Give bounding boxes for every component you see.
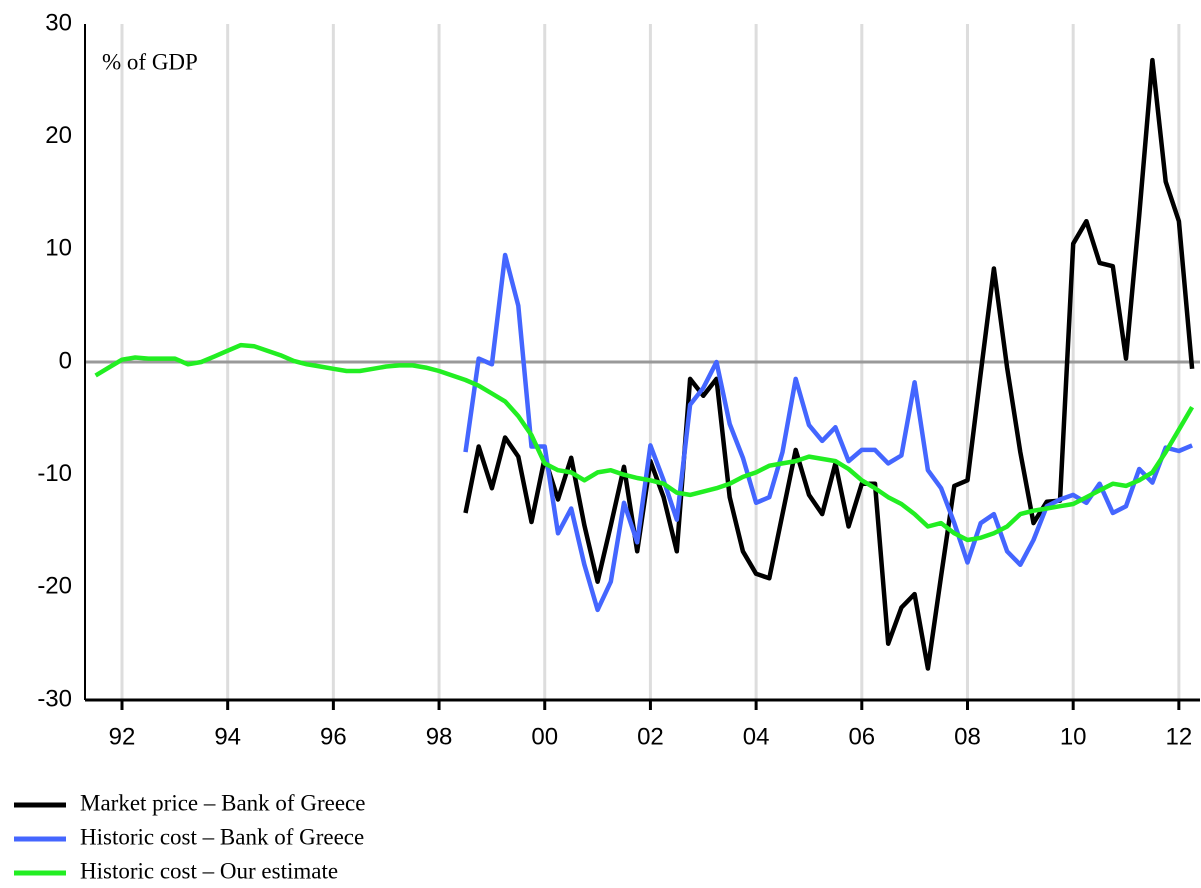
x-tick-label: 92 (109, 723, 136, 750)
x-tick-label: 94 (214, 723, 241, 750)
legend-label: Historic cost – Bank of Greece (80, 824, 364, 849)
x-tick-label: 00 (531, 723, 558, 750)
series-line (463, 57, 1195, 671)
y-tick-label: -20 (37, 573, 72, 600)
legend-label: Market price – Bank of Greece (80, 790, 365, 815)
x-tick-label: 96 (320, 723, 347, 750)
x-tick-label: 06 (848, 723, 875, 750)
x-tick-label: 08 (954, 723, 981, 750)
x-tick-label: 98 (426, 723, 453, 750)
y-tick-label: 20 (45, 122, 72, 149)
x-tick-label: 04 (743, 723, 770, 750)
y-tick-label: 30 (45, 9, 72, 36)
series-line (463, 252, 1193, 613)
legend-label: Historic cost – Our estimate (80, 858, 338, 883)
x-tick-label: 12 (1166, 723, 1193, 750)
y-tick-label: -10 (37, 460, 72, 487)
y-tick-label: 0 (59, 347, 72, 374)
x-tick-label: 10 (1060, 723, 1087, 750)
y-tick-label: 10 (45, 235, 72, 262)
y-tick-label: -30 (37, 685, 72, 712)
series-line (94, 342, 1195, 543)
x-tick-label: 02 (637, 723, 664, 750)
annotation: % of GDP (102, 49, 198, 74)
